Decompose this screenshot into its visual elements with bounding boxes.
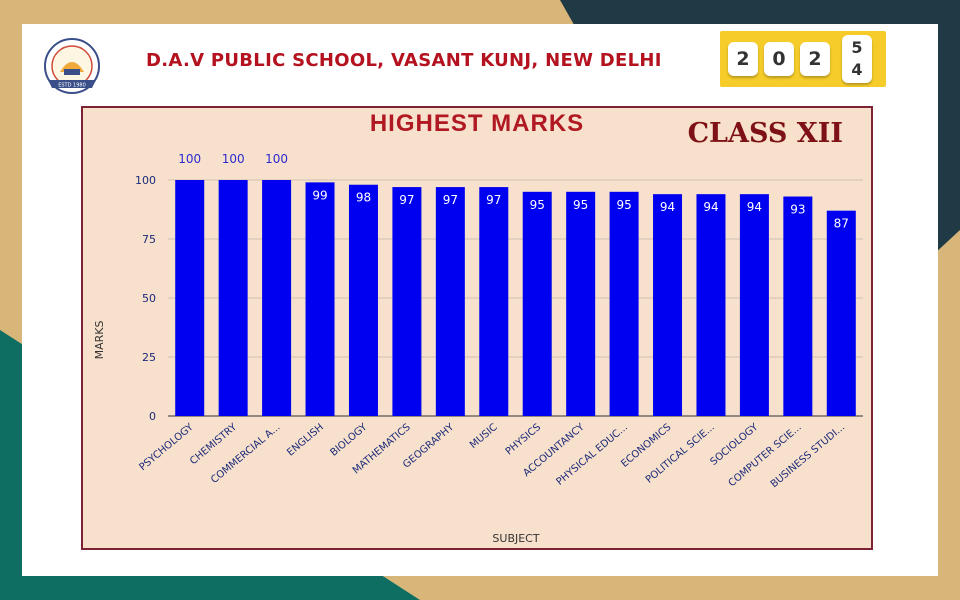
year-digit-tile: 2 xyxy=(800,42,830,76)
year-digit-tile: 2 xyxy=(728,42,758,76)
year-badge: 2 0 2 5 4 xyxy=(720,31,886,87)
chart-frame: HIGHEST MARKS CLASS XII 0 25 50 75 100 100 10… xyxy=(81,106,873,550)
bar-data-labels: 100 100 100 99 98 97 97 97 95 95 95 94 94 94 93 87 xyxy=(178,152,849,231)
bar-value-label: 98 xyxy=(356,191,371,205)
y-tick-label: 50 xyxy=(142,292,156,305)
y-axis-title: MARKS xyxy=(93,321,106,360)
bar xyxy=(739,194,769,416)
bar-value-label: 95 xyxy=(530,198,545,212)
y-tick-label: 75 xyxy=(142,233,156,246)
bar xyxy=(566,191,596,416)
x-tick-label: COMPUTER SCIE... xyxy=(727,422,804,489)
bar xyxy=(305,182,335,416)
x-tick-label: PHYSICAL EDUC... xyxy=(554,422,630,488)
bar-value-label: 93 xyxy=(790,203,805,217)
bar-value-label: 94 xyxy=(747,200,762,214)
y-tick-label: 0 xyxy=(149,410,156,423)
year-flip-top: 5 xyxy=(851,38,863,57)
bar-chart: 0 25 50 75 100 100 100 100 99 98 97 97 97 95 95 95 94 94… xyxy=(93,152,863,545)
bar xyxy=(783,196,813,416)
emblem-text: ESTD 1980 xyxy=(58,83,86,89)
x-tick-label: PSYCHOLOGY xyxy=(137,421,196,473)
bar xyxy=(262,180,292,416)
x-tick-label: BUSINESS STUDI... xyxy=(769,422,847,490)
bar xyxy=(653,194,683,416)
bar xyxy=(218,180,248,416)
year-digit-tile: 0 xyxy=(764,42,794,76)
school-name: D.A.V PUBLIC SCHOOL, VASANT KUNJ, NEW DE… xyxy=(146,50,662,71)
chart-bars xyxy=(175,180,856,416)
x-tick-label: PHYSICS xyxy=(504,422,543,458)
bar xyxy=(826,210,856,416)
bar xyxy=(696,194,726,416)
y-tick-label: 100 xyxy=(135,174,156,187)
y-axis-ticks: 0 25 50 75 100 xyxy=(135,174,156,423)
x-tick-label: ENGLISH xyxy=(285,422,326,459)
bar-value-label: 95 xyxy=(616,198,631,212)
bar-value-label: 97 xyxy=(399,193,414,207)
year-flip-tile: 5 4 xyxy=(842,35,872,83)
bar-value-label: 99 xyxy=(312,188,327,202)
bar xyxy=(435,187,465,416)
bar xyxy=(348,184,378,416)
bar-value-label: 87 xyxy=(834,217,849,231)
class-label: CLASS XII xyxy=(687,118,843,149)
bar xyxy=(479,187,509,416)
x-tick-label: MUSIC xyxy=(468,422,500,451)
bar-value-label: 94 xyxy=(660,200,675,214)
y-tick-label: 25 xyxy=(142,351,156,364)
year-flip-bottom: 4 xyxy=(851,60,863,79)
bar xyxy=(609,191,639,416)
bar-value-label: 95 xyxy=(573,198,588,212)
bar-value-label: 94 xyxy=(703,200,718,214)
bar xyxy=(392,187,422,416)
bar xyxy=(522,191,552,416)
bar-value-label: 100 xyxy=(265,152,288,166)
bar-value-label: 97 xyxy=(486,193,501,207)
x-axis-title: SUBJECT xyxy=(492,532,539,545)
chart-title: HIGHEST MARKS xyxy=(369,110,585,137)
school-emblem-icon: ESTD 1980 xyxy=(44,38,100,94)
bar-value-label: 100 xyxy=(178,152,201,166)
bar-value-label: 97 xyxy=(443,193,458,207)
bar xyxy=(175,180,205,416)
x-tick-label: BIOLOGY xyxy=(329,421,371,458)
bar-value-label: 100 xyxy=(222,152,245,166)
